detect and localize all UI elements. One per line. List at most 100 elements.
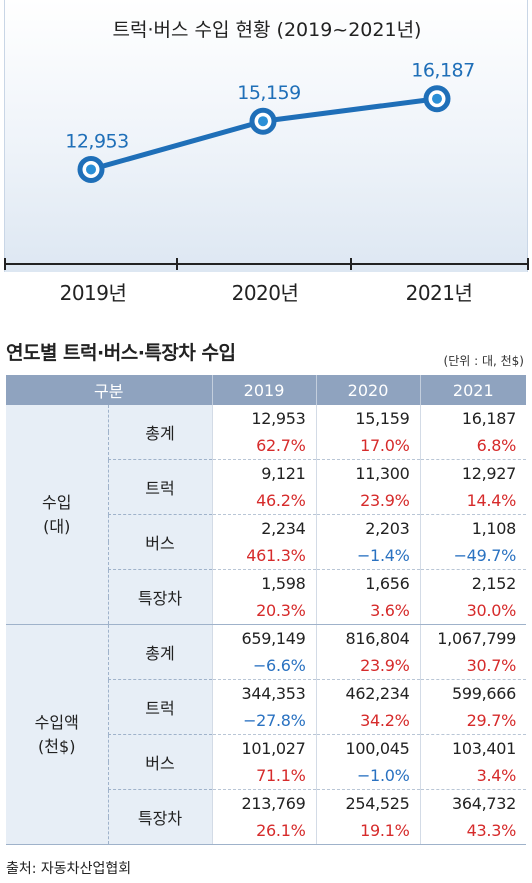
value-cell: 1,108 <box>419 514 527 542</box>
change-cell: 34.2% <box>315 707 421 735</box>
value-cell: 101,027 <box>211 734 317 762</box>
x-tick-label: 2021년 <box>406 281 473 305</box>
change-cell: −1.0% <box>315 762 421 790</box>
line-chart: 트럭·버스 수입 현황 (2019~2021년) 12,953 15,159 16,1… <box>4 19 529 305</box>
value-cell: 100,045 <box>315 734 421 762</box>
change-cell: −49.7% <box>419 542 527 570</box>
group-label-line1: 수입액 <box>34 712 79 732</box>
data-point-marker-inner <box>432 93 442 104</box>
data-label: 16,187 <box>411 60 474 82</box>
table-row-change: 46.2% 23.9% 14.4% <box>6 487 527 515</box>
import-table: 구분 2019 2020 2021 수입 (대) 총계 12,953 15,159 16,… <box>6 375 527 845</box>
group-label: 수입액 (천$) <box>6 624 108 845</box>
table-row: 특장차 213,769 254,525 364,732 <box>6 789 527 845</box>
change-cell: 26.1% <box>211 817 317 845</box>
item-label: 특장차 <box>107 569 213 625</box>
item-label: 특장차 <box>107 789 213 845</box>
value-cell: 659,149 <box>211 624 317 652</box>
table-row-change: 26.1% 19.1% 43.3% <box>6 817 527 845</box>
data-label: 15,159 <box>237 82 300 104</box>
data-point-marker-inner <box>258 116 268 127</box>
item-label: 버스 <box>107 734 213 790</box>
change-cell: 30.0% <box>419 597 527 625</box>
value-cell: 1,598 <box>211 569 317 597</box>
change-cell: 3.6% <box>315 597 421 625</box>
header-year-2019: 2019 <box>211 375 317 405</box>
value-cell: 1,656 <box>315 569 421 597</box>
value-cell: 12,953 <box>211 405 317 432</box>
change-cell: 62.7% <box>211 432 317 460</box>
table-row-change: 461.3% −1.4% −49.7% <box>6 542 527 570</box>
table-row: 버스 2,234 2,203 1,108 <box>6 514 527 570</box>
table-row-change: 71.1% −1.0% 3.4% <box>6 762 527 790</box>
value-cell: 9,121 <box>211 459 317 487</box>
item-label: 총계 <box>107 624 213 680</box>
value-cell: 213,769 <box>211 789 317 817</box>
change-cell: 20.3% <box>211 597 317 625</box>
table-row-change: −27.8% 34.2% 29.7% <box>6 707 527 735</box>
change-cell: −27.8% <box>211 707 317 735</box>
change-cell: 17.0% <box>315 432 421 460</box>
table-title: 연도별 트럭·버스·특장차 수입 <box>6 342 236 364</box>
table-row: 수입액 (천$) 총계 659,149 816,804 1,067,799 <box>6 624 527 845</box>
data-label: 12,953 <box>65 130 128 152</box>
change-cell: 30.7% <box>419 652 527 680</box>
item-label: 총계 <box>107 405 213 460</box>
chart-title: 트럭·버스 수입 현황 (2019~2021년) <box>113 19 422 41</box>
header-year-2020: 2020 <box>315 375 421 405</box>
table-row: 트럭 344,353 462,234 599,666 <box>6 679 527 735</box>
value-cell: 2,152 <box>419 569 527 597</box>
header-year-2021: 2021 <box>419 375 527 405</box>
value-cell: 16,187 <box>419 405 527 432</box>
table-body: 수입 (대) 총계 12,953 15,159 16,187 62.7% 17.0% 6.8% 트… <box>6 405 527 845</box>
table-row: 수입 (대) 총계 12,953 15,159 16,187 <box>6 405 527 625</box>
value-cell: 103,401 <box>419 734 527 762</box>
line-chart-panel: 트럭·버스 수입 현황 (2019~2021년) 12,953 15,159 16,1… <box>4 0 529 305</box>
value-cell: 254,525 <box>315 789 421 817</box>
item-label: 버스 <box>107 514 213 570</box>
change-cell: 23.9% <box>315 652 421 680</box>
change-cell: 29.7% <box>419 707 527 735</box>
change-cell: 71.1% <box>211 762 317 790</box>
value-cell: 11,300 <box>315 459 421 487</box>
change-cell: 46.2% <box>211 487 317 515</box>
data-point-marker-inner <box>86 164 96 175</box>
group-label-line1: 수입 <box>42 492 72 512</box>
value-cell: 15,159 <box>315 405 421 432</box>
table-row-change: 20.3% 3.6% 30.0% <box>6 597 527 625</box>
change-cell: 23.9% <box>315 487 421 515</box>
value-cell: 2,234 <box>211 514 317 542</box>
value-cell: 816,804 <box>315 624 421 652</box>
item-label: 트럭 <box>107 679 213 735</box>
change-cell: 14.4% <box>419 487 527 515</box>
change-cell: 19.1% <box>315 817 421 845</box>
value-cell: 344,353 <box>211 679 317 707</box>
value-cell: 1,067,799 <box>419 624 527 652</box>
item-label: 트럭 <box>107 459 213 515</box>
table-row: 특장차 1,598 1,656 2,152 <box>6 569 527 625</box>
table-header-row: 구분 2019 2020 2021 <box>6 375 527 405</box>
group-label-line2: (천$) <box>38 736 76 756</box>
table-row-change: −6.6% 23.9% 30.7% <box>6 652 527 680</box>
value-cell: 364,732 <box>419 789 527 817</box>
change-cell: 461.3% <box>211 542 317 570</box>
table-row: 버스 101,027 100,045 103,401 <box>6 734 527 790</box>
group-label-line2: (대) <box>43 516 71 536</box>
value-cell: 2,203 <box>315 514 421 542</box>
group-label: 수입 (대) <box>6 405 108 625</box>
change-cell: 3.4% <box>419 762 527 790</box>
value-cell: 12,927 <box>419 459 527 487</box>
x-tick-label: 2020년 <box>232 281 299 305</box>
table-row: 트럭 9,121 11,300 12,927 <box>6 459 527 515</box>
change-cell: −1.4% <box>315 542 421 570</box>
change-cell: 6.8% <box>419 432 527 460</box>
change-cell: −6.6% <box>211 652 317 680</box>
source-note: 출처: 자동차산업협회 <box>6 861 132 877</box>
value-cell: 462,234 <box>315 679 421 707</box>
header-category: 구분 <box>6 375 213 405</box>
x-tick-label: 2019년 <box>60 281 127 305</box>
value-cell: 599,666 <box>419 679 527 707</box>
unit-note: (단위 : 대, 천$) <box>443 354 524 368</box>
table-row-change: 62.7% 17.0% 6.8% <box>6 432 527 460</box>
change-cell: 43.3% <box>419 817 527 845</box>
